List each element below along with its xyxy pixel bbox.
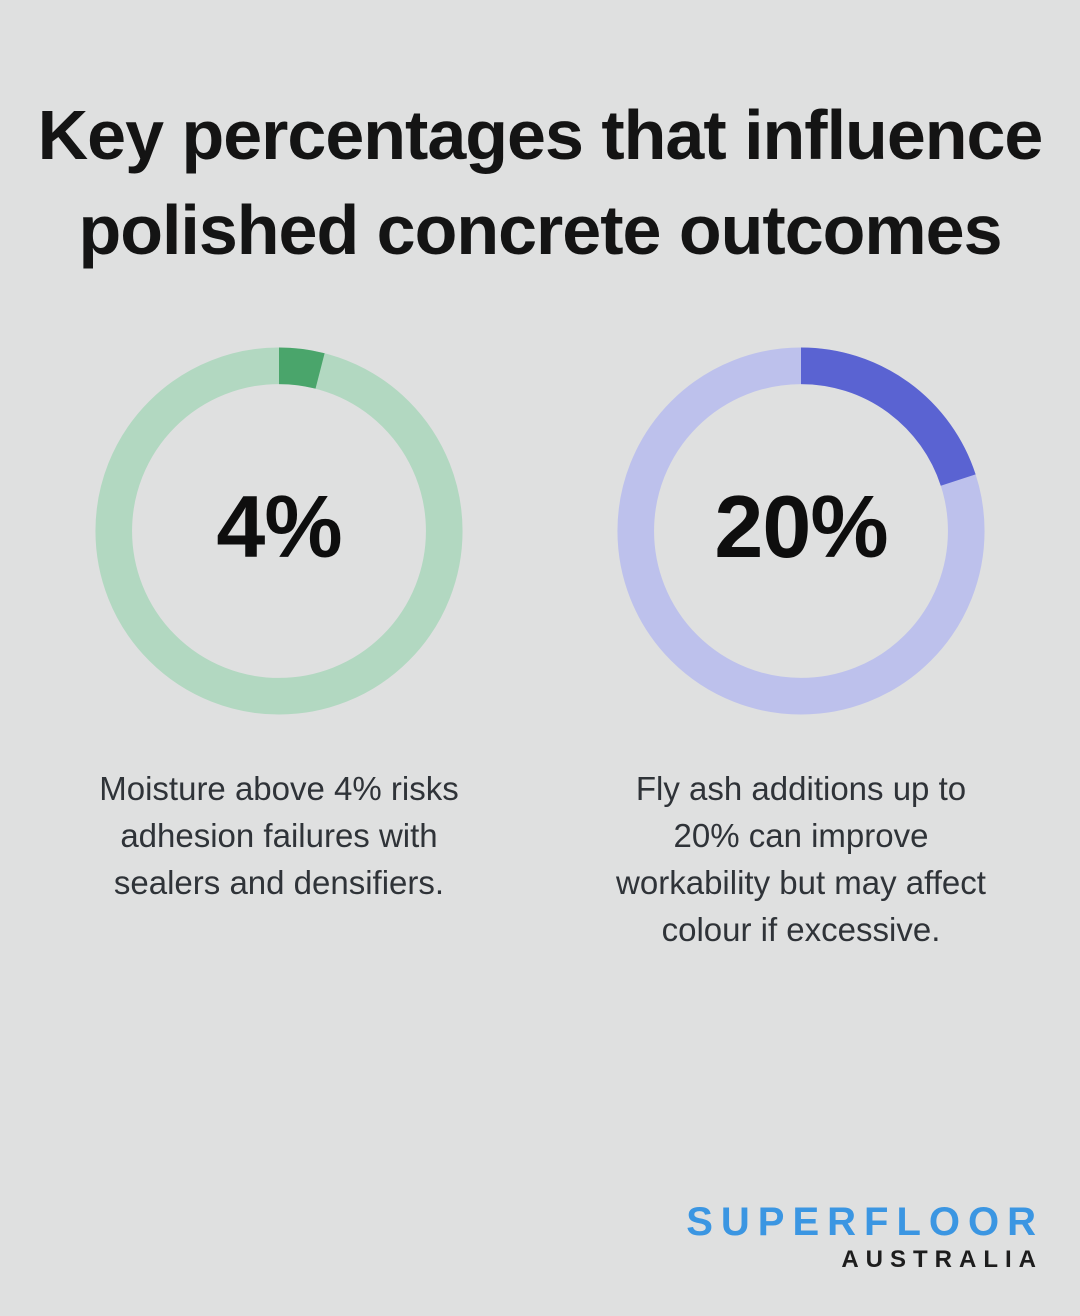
flyash-donut-arc (617, 347, 985, 715)
caption-line: adhesion failures with (120, 817, 438, 854)
moisture-donut-chart: 4% (91, 343, 467, 719)
flyash-caption: Fly ash additions up to 20% can improve … (616, 765, 986, 953)
brand-logo: SUPERFLOOR AUSTRALIA (686, 1202, 1036, 1272)
caption-line: workability but may affect (616, 864, 986, 901)
page-title: Key percentages that influence polished … (37, 96, 1044, 269)
moisture-caption: Moisture above 4% risks adhesion failure… (99, 765, 458, 906)
moisture-percent-label: 4% (216, 476, 342, 576)
donut-card-moisture: 4% Moisture above 4% risks adhesion fail… (33, 343, 525, 953)
flyash-percent-label: 20% (714, 476, 888, 576)
caption-line: Fly ash additions up to (635, 770, 967, 807)
caption-line: 20% can improve (673, 817, 929, 854)
moisture-donut-svg (95, 347, 463, 715)
moisture-donut-arc (95, 347, 463, 715)
brand-name-text: SUPERFLOOR (686, 1200, 1044, 1244)
flyash-donut-svg (617, 347, 985, 715)
caption-line: Moisture above 4% risks (99, 770, 459, 807)
caption-line: sealers and densifiers. (113, 864, 445, 901)
donut-card-flyash: 20% Fly ash additions up to 20% can impr… (555, 343, 1047, 953)
brand-region-text: AUSTRALIA (841, 1246, 1043, 1273)
caption-line: colour if excessive. (661, 911, 941, 948)
flyash-donut-chart: 20% (613, 343, 989, 719)
charts-row: 4% Moisture above 4% risks adhesion fail… (0, 343, 1080, 953)
